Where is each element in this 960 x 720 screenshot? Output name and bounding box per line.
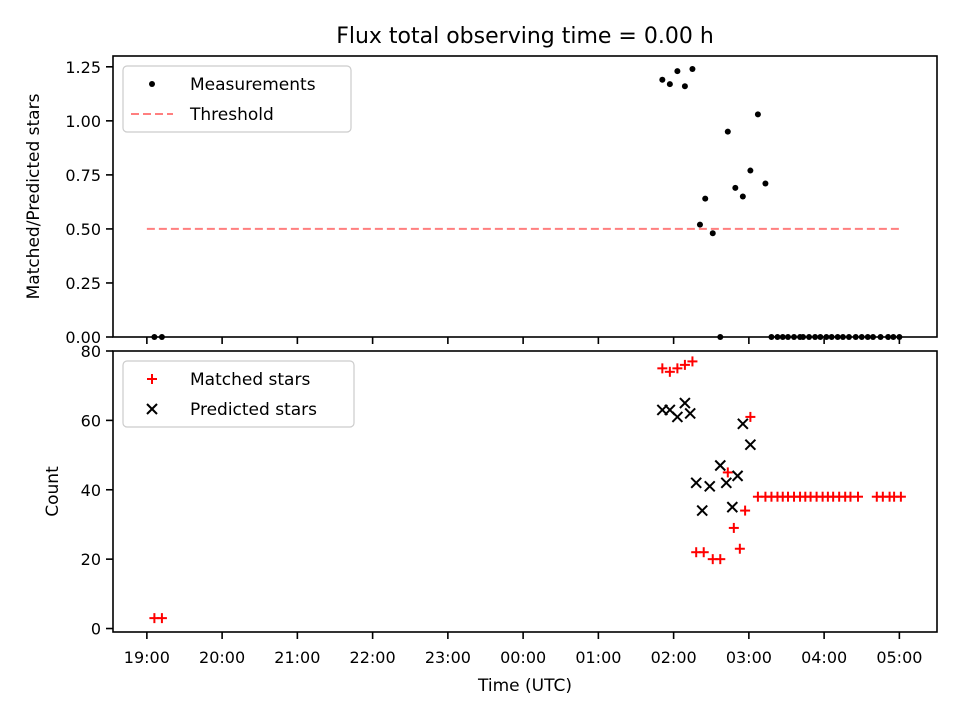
top-legend: Measurements Threshold (122, 65, 352, 133)
predicted-star-marker (731, 470, 744, 482)
marker-stroke (731, 470, 744, 482)
x-tick-label: 23:00 (425, 648, 471, 667)
predicted-star-marker (690, 477, 702, 489)
measurement-point (666, 81, 673, 88)
measurement-point (689, 65, 696, 72)
matched-star-marker (687, 356, 698, 367)
x-tick-label: 20:00 (199, 648, 245, 667)
bottom-y-tick-label: 80 (81, 342, 101, 361)
top-y-tick-label: 0.25 (65, 274, 101, 293)
matched-star-marker (679, 359, 690, 370)
matched-star-marker (672, 363, 683, 374)
top-axes-frame (112, 55, 938, 338)
matched-star-marker (852, 491, 863, 502)
bottom-y-tick-label: 40 (81, 481, 101, 500)
predicted-star-marker (684, 407, 696, 420)
marker-stroke (690, 477, 702, 489)
matched-star-marker (664, 366, 675, 377)
bottom-panel: 0 20 40 60 80 19:00 20:00 21:00 22:00 23:00 00:00 0… (43, 342, 938, 696)
matched-star-marker (657, 363, 668, 374)
top-y-tick-label: 0.50 (65, 220, 101, 239)
matched-star-marker (895, 491, 906, 502)
bottom-axes-frame (112, 350, 938, 633)
predicted-star-marker (744, 438, 757, 451)
marker-stroke (744, 438, 757, 451)
x-tick-label: 22:00 (350, 648, 396, 667)
matched-star-marker (745, 411, 756, 422)
marker-stroke (737, 418, 749, 430)
bottom-y-axis-label: Count (43, 466, 63, 517)
x-tick-label: 00:00 (500, 648, 546, 667)
measurement-point (747, 167, 754, 174)
matched-star-marker (728, 522, 739, 533)
marker-stroke (671, 411, 684, 423)
legend-predicted-swatch (146, 403, 158, 415)
measurement-point (659, 76, 666, 83)
marker-stroke (714, 459, 726, 472)
measurement-point (696, 221, 703, 228)
measurement-point (724, 128, 731, 135)
measurement-point (702, 195, 709, 202)
legend-matched-swatch (147, 374, 157, 384)
top-panel: 0.00 0.25 0.50 0.75 1.00 1.25 Matched/Predicte… (24, 55, 938, 347)
chart-title: Flux total observing time = 0.00 h (336, 24, 714, 49)
legend-box (122, 65, 352, 133)
legend-measurement-swatch (149, 81, 155, 87)
top-y-tick-label: 0.00 (65, 328, 101, 347)
predicted-star-marker (696, 504, 708, 517)
measurement-point (681, 83, 688, 90)
top-y-axis-label: Matched/Predicted stars (24, 93, 44, 299)
bottom-y-tick-label: 0 (91, 620, 101, 639)
predicted-star-marker (720, 477, 733, 489)
marker-stroke (664, 404, 676, 416)
legend-box (122, 360, 355, 428)
top-y-tick-label: 1.00 (65, 112, 101, 131)
legend-label: Threshold (189, 105, 274, 125)
measurement-point (674, 68, 681, 75)
predicted-star-marker (671, 411, 684, 423)
predicted-star-marker (737, 418, 749, 430)
matched-star-marker (698, 547, 709, 558)
top-y-tick-label: 1.25 (65, 58, 101, 77)
predicted-star-marker (704, 480, 716, 493)
matched-star-marker (734, 543, 745, 554)
x-tick-label: 05:00 (876, 648, 922, 667)
x-axis-label: Time (UTC) (477, 676, 572, 696)
predicted-star-marker (679, 397, 691, 409)
x-tick-label: 01:00 (575, 648, 621, 667)
x-tick-label: 03:00 (726, 648, 772, 667)
bottom-series-1 (656, 397, 757, 517)
matched-star-marker (722, 467, 733, 478)
bottom-series-0 (149, 356, 906, 624)
top-y-tick-label: 0.75 (65, 166, 101, 185)
matched-star-marker (156, 613, 167, 624)
marker-stroke (720, 477, 733, 489)
bottom-y-tick-label: 20 (81, 550, 101, 569)
marker-stroke (726, 501, 739, 513)
x-tick-label: 04:00 (801, 648, 847, 667)
x-tick-label: 21:00 (274, 648, 320, 667)
marker-stroke (704, 480, 716, 493)
x-tick-label: 02:00 (651, 648, 697, 667)
x-tick-label: 19:00 (124, 648, 170, 667)
measurement-point (732, 184, 739, 191)
predicted-star-marker (714, 459, 726, 472)
marker-stroke (679, 397, 691, 409)
measurement-point (762, 180, 769, 187)
bottom-legend: Matched stars Predicted stars (122, 360, 355, 428)
measurement-point (739, 193, 746, 200)
bottom-y-tick-label: 60 (81, 411, 101, 430)
matched-star-marker (740, 505, 751, 516)
legend-label: Measurements (190, 75, 316, 95)
measurement-point (709, 230, 716, 237)
legend-label: Predicted stars (190, 400, 317, 420)
marker-stroke (684, 407, 696, 420)
matched-star-marker (715, 554, 726, 565)
predicted-star-marker (726, 501, 739, 513)
legend-label: Matched stars (190, 370, 310, 390)
marker-stroke (696, 504, 708, 517)
marker-stroke (146, 403, 158, 415)
measurement-point (754, 111, 761, 118)
